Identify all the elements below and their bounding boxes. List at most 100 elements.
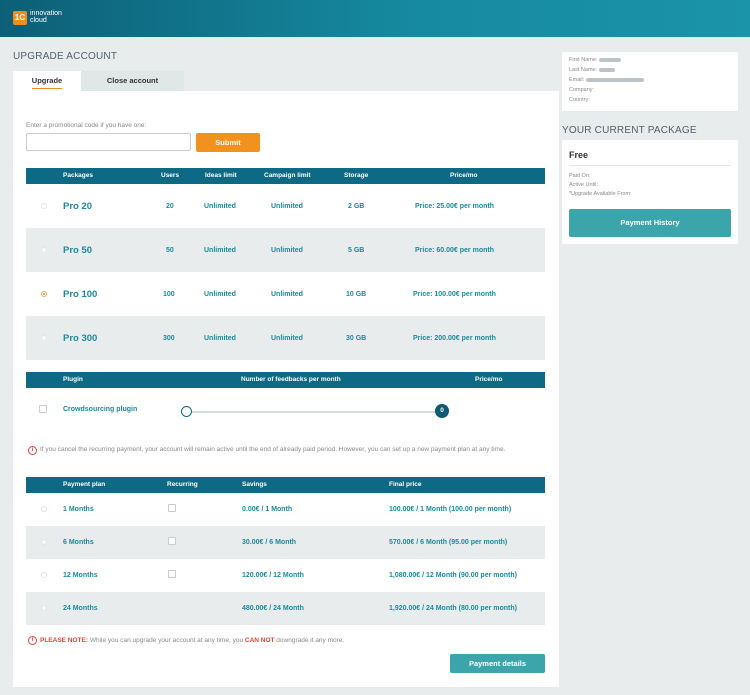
tab-upgrade[interactable]: Upgrade (13, 71, 81, 91)
package-campaigns: Unlimited (271, 335, 303, 342)
warning-icon: i (28, 636, 37, 645)
email-row: Email: (569, 77, 645, 83)
package-radio[interactable] (41, 247, 47, 253)
plan-radio[interactable] (41, 605, 47, 611)
col-storage: Storage (344, 172, 369, 179)
plugin-checkbox[interactable] (39, 405, 47, 413)
col-plugin-price: Price/mo (475, 376, 503, 383)
col-ideas-limit: Ideas limit (205, 172, 237, 179)
package-price: Price: 60.00€ per month (415, 247, 494, 254)
feedback-slider-value[interactable]: 0 (435, 404, 449, 418)
payment-details-button[interactable]: Payment details (450, 654, 545, 673)
plan-row[interactable]: 12 Months 120.00€ / 12 Month 1,080.00€ /… (26, 559, 545, 592)
package-storage: 5 GB (348, 247, 365, 254)
plan-row[interactable]: 1 Months 0.00€ / 1 Month 100.00€ / 1 Mon… (26, 493, 545, 526)
package-radio-selected[interactable] (41, 291, 47, 297)
package-campaigns: Unlimited (271, 247, 303, 254)
recurring-checkbox[interactable] (168, 504, 176, 512)
col-campaign-limit: Campaign limit (264, 172, 311, 179)
payment-history-button[interactable]: Payment History (569, 209, 731, 237)
plan-row[interactable]: 6 Months 30.00€ / 6 Month 570.00€ / 6 Mo… (26, 526, 545, 559)
package-name: Pro 50 (63, 245, 93, 256)
package-price: Price: 100.00€ per month (413, 291, 496, 298)
col-plugin: Plugin (63, 376, 83, 383)
plan-savings: 30.00€ / 6 Month (242, 539, 297, 546)
package-row[interactable]: Pro 50 50 Unlimited Unlimited 5 GB Price… (26, 228, 545, 272)
plan-radio[interactable] (41, 572, 47, 578)
feedback-slider-track[interactable] (187, 411, 443, 413)
package-price: Price: 25.00€ per month (415, 203, 494, 210)
package-ideas: Unlimited (204, 291, 236, 298)
country-label: Country: (569, 97, 590, 103)
plan-name: 1 Months (63, 506, 94, 513)
package-users: 20 (166, 203, 174, 210)
packages-table-header: Packages Users Ideas limit Campaign limi… (26, 168, 545, 184)
plan-row[interactable]: 24 Months 480.00€ / 24 Month 1,920.00€ /… (26, 592, 545, 625)
please-note: PLEASE NOTE: While you can upgrade your … (40, 636, 550, 646)
plan-final-price: 1,080.00€ / 12 Month (90.00 per month) (389, 572, 517, 579)
package-row[interactable]: Pro 300 300 Unlimited Unlimited 30 GB Pr… (26, 316, 545, 360)
email-value (586, 77, 645, 82)
please-note-label: PLEASE NOTE: (40, 637, 89, 644)
package-campaigns: Unlimited (271, 291, 303, 298)
first-name-value (599, 57, 622, 62)
first-name-label: First Name: (569, 57, 598, 63)
package-campaigns: Unlimited (271, 203, 303, 210)
plan-final-price: 100.00€ / 1 Month (100.00 per month) (389, 506, 512, 513)
promo-code-input[interactable] (26, 133, 191, 151)
package-users: 100 (163, 291, 175, 298)
submit-button[interactable]: Submit (196, 133, 260, 152)
first-name-row: First Name: (569, 57, 622, 63)
plugin-table-header: Plugin Number of feedbacks per month Pri… (26, 372, 545, 388)
tab-upgrade-label: Upgrade (31, 76, 63, 89)
col-price: Price/mo (450, 172, 478, 179)
current-package-card: Free Paid On: Active Until: *Upgrade Ava… (562, 140, 738, 244)
please-note-text-2: downgrade it any more. (276, 637, 345, 644)
logo-line-1: innovation (30, 10, 62, 17)
col-feedbacks: Number of feedbacks per month (241, 376, 341, 383)
plan-radio[interactable] (41, 506, 47, 512)
plan-savings: 0.00€ / 1 Month (242, 506, 293, 513)
logo-line-2: cloud (30, 17, 47, 24)
col-payment-plan: Payment plan (63, 481, 106, 488)
email-label: Email: (569, 77, 585, 83)
package-storage: 2 GB (348, 203, 365, 210)
package-price: Price: 200.00€ per month (413, 335, 496, 342)
current-package-name: Free (569, 150, 589, 160)
feedback-slider-handle[interactable] (181, 406, 192, 417)
recurring-checkbox[interactable] (168, 570, 176, 578)
package-radio[interactable] (41, 203, 47, 209)
plan-savings: 480.00€ / 24 Month (242, 605, 304, 612)
tab-close-account[interactable]: Close account (81, 71, 184, 91)
plan-name: 24 Months (63, 605, 98, 612)
upgrade-card: Enter a promotional code if you have one… (13, 91, 559, 687)
package-row[interactable]: Pro 100 100 Unlimited Unlimited 10 GB Pr… (26, 272, 545, 316)
divider (569, 165, 731, 166)
paid-on-label: Paid On: (569, 173, 591, 179)
recurring-notice: If you cancel the recurring payment, you… (40, 446, 506, 453)
please-note-text-1: While you can upgrade your account at an… (89, 637, 244, 644)
col-savings: Savings (242, 481, 267, 488)
plan-radio[interactable] (41, 539, 47, 545)
col-recurring: Recurring (167, 481, 198, 488)
package-storage: 30 GB (346, 335, 367, 342)
logo-badge[interactable]: 1C (13, 11, 27, 25)
package-radio[interactable] (41, 335, 47, 341)
col-final-price: Final price (389, 481, 422, 488)
package-users: 50 (166, 247, 174, 254)
please-note-emphasis: CAN NOT (244, 637, 275, 644)
last-name-value (599, 67, 616, 72)
plan-final-price: 570.00€ / 6 Month (95.00 per month) (389, 539, 508, 546)
upgrade-available-label: *Upgrade Available From: (569, 191, 632, 197)
package-users: 300 (163, 335, 175, 342)
package-row[interactable]: Pro 20 20 Unlimited Unlimited 2 GB Price… (26, 184, 545, 228)
logo-text[interactable]: innovation cloud (30, 10, 62, 24)
recurring-checkbox[interactable] (168, 537, 176, 545)
plan-name: 6 Months (63, 539, 94, 546)
payment-plans-table: Payment plan Recurring Savings Final pri… (26, 477, 545, 625)
package-name: Pro 300 (63, 333, 98, 344)
package-storage: 10 GB (346, 291, 367, 298)
package-ideas: Unlimited (204, 335, 236, 342)
plugin-table: Plugin Number of feedbacks per month Pri… (26, 372, 545, 427)
top-bar: 1C innovation cloud (0, 0, 750, 37)
